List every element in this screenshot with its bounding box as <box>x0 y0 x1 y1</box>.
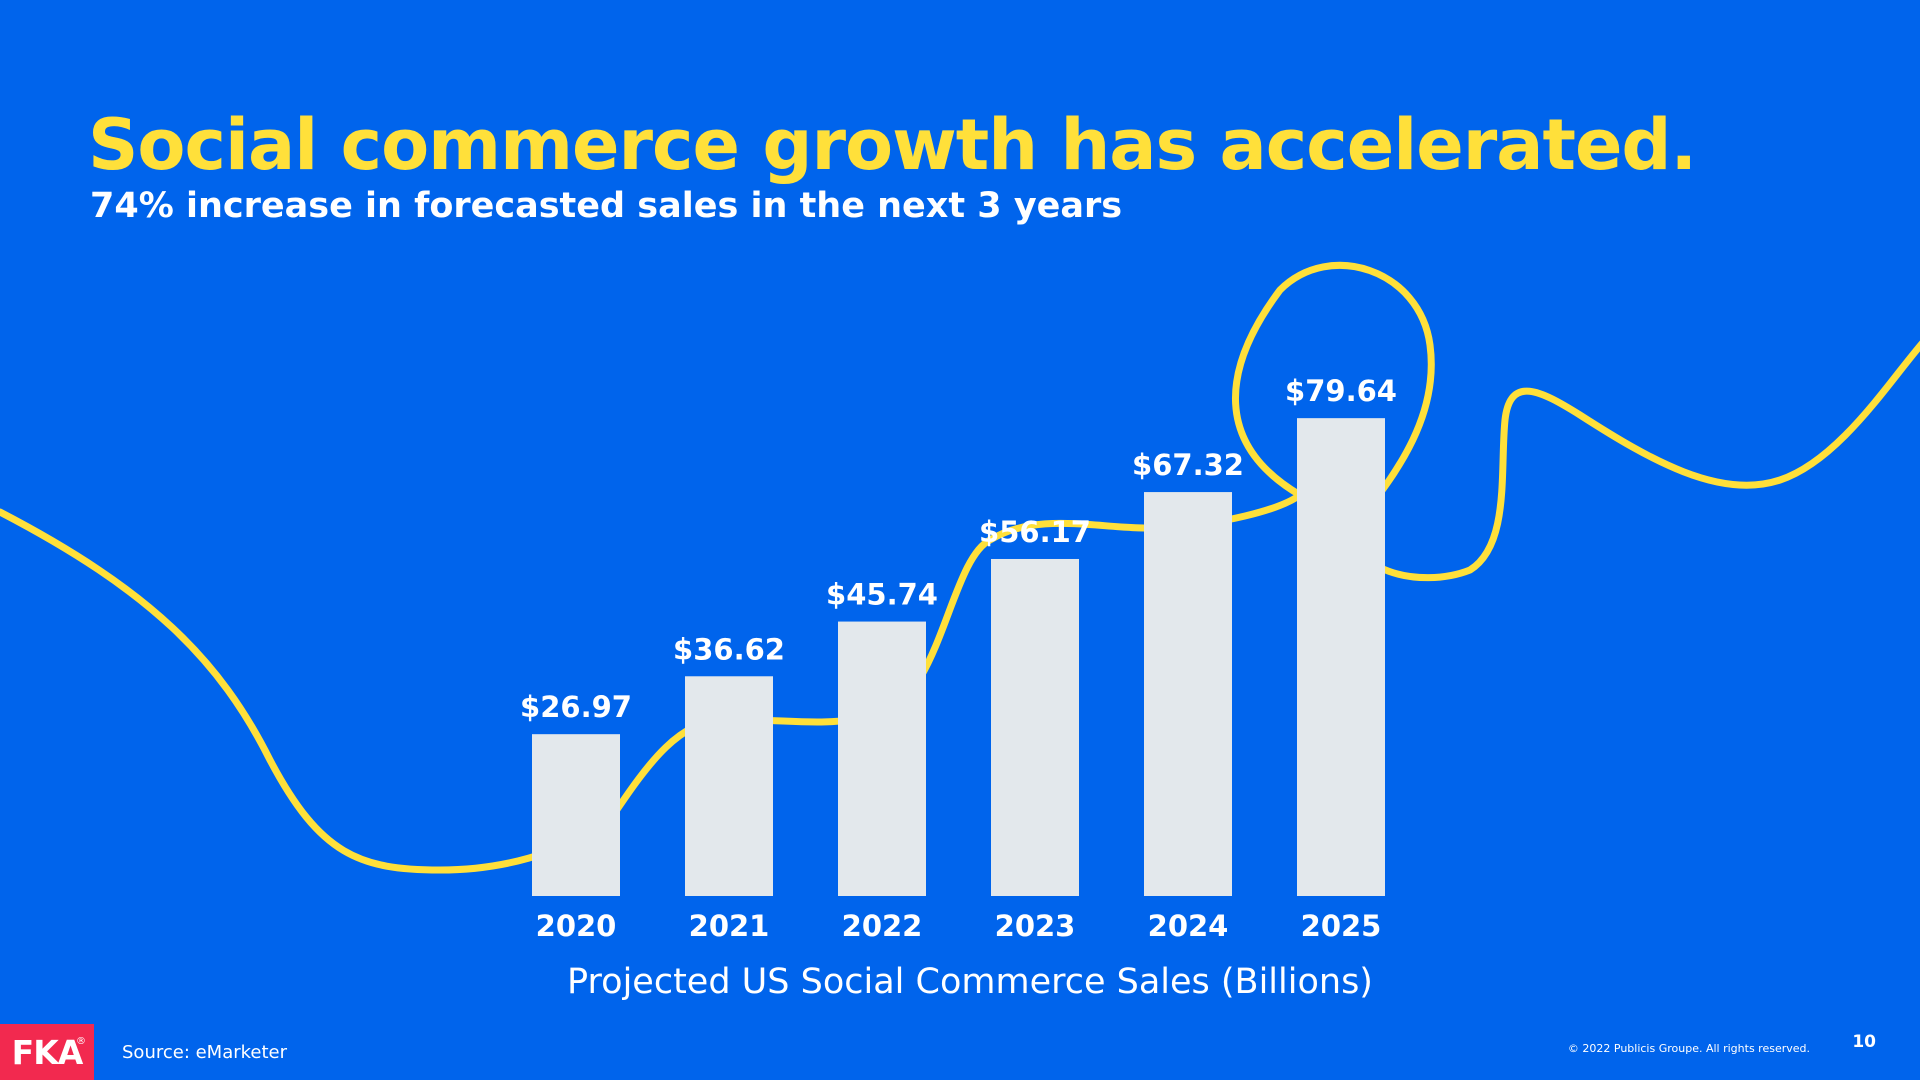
slide-subtitle: 74% increase in forecasted sales in the … <box>90 186 1123 226</box>
data-label-2023: $56.17 <box>979 515 1091 549</box>
bar-2020 <box>532 734 620 896</box>
page-number: 10 <box>1852 1032 1876 1052</box>
bar-2021 <box>685 676 773 896</box>
data-label-2024: $67.32 <box>1132 448 1244 482</box>
data-label-2020: $26.97 <box>520 690 632 724</box>
chart-caption: Projected US Social Commerce Sales (Bill… <box>567 962 1373 1002</box>
x-tick-label-2020: 2020 <box>536 909 617 943</box>
source-note: Source: eMarketer <box>122 1042 288 1063</box>
data-label-2021: $36.62 <box>673 632 785 666</box>
bar-2025 <box>1297 418 1385 896</box>
slide-title: Social commerce growth has accelerated. <box>88 104 1697 186</box>
bar-2024 <box>1144 492 1232 896</box>
data-label-2025: $79.64 <box>1285 374 1397 408</box>
logo-text: FKA <box>11 1032 84 1072</box>
x-tick-label-2023: 2023 <box>995 909 1076 943</box>
bar-2022 <box>838 621 926 896</box>
copyright-note: © 2022 Publicis Groupe. All rights reser… <box>1567 1042 1810 1055</box>
x-tick-label-2025: 2025 <box>1301 909 1382 943</box>
fka-logo: FKA ® <box>0 1024 94 1080</box>
x-tick-label-2022: 2022 <box>842 909 923 943</box>
bar-2023 <box>991 558 1079 896</box>
x-tick-label-2021: 2021 <box>689 909 770 943</box>
data-label-2022: $45.74 <box>826 578 938 612</box>
registered-mark: ® <box>76 1036 86 1047</box>
x-tick-label-2024: 2024 <box>1148 909 1229 943</box>
